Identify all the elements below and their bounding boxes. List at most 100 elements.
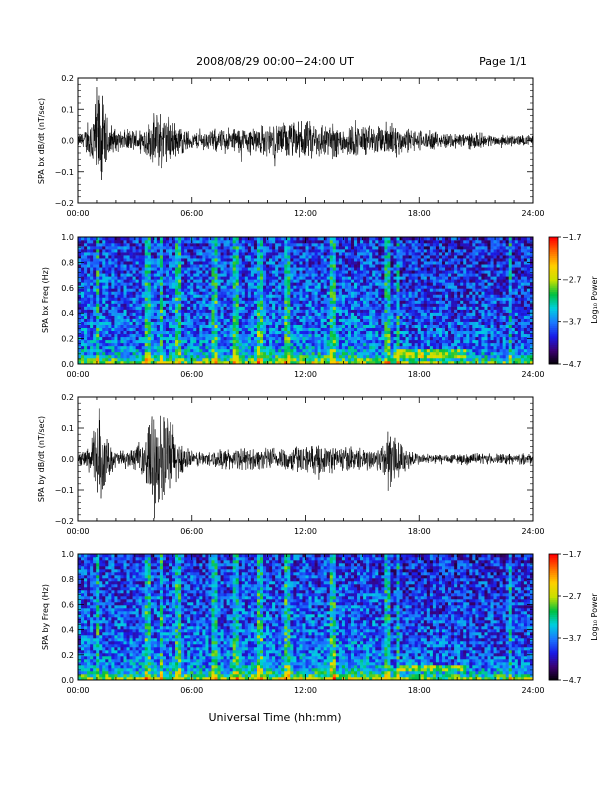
heatmap-cell <box>281 258 285 262</box>
heatmap-cell <box>381 261 385 265</box>
heatmap-cell <box>420 252 425 256</box>
heatmap-cell <box>275 273 279 277</box>
heatmap-cell <box>247 330 252 335</box>
heatmap-cell <box>347 309 352 313</box>
heatmap-cell <box>269 336 273 341</box>
heatmap-cell <box>226 339 230 344</box>
heatmap-cell <box>302 252 306 256</box>
heatmap-cell <box>108 354 112 359</box>
heatmap-cell <box>351 255 355 259</box>
heatmap-cell <box>375 276 379 280</box>
heatmap-cell <box>414 249 419 253</box>
heatmap-cell <box>226 252 230 256</box>
heatmap-cell <box>402 279 406 283</box>
heatmap-cell <box>390 264 394 268</box>
heatmap-cell <box>293 288 297 292</box>
heatmap-cell <box>281 327 285 332</box>
heatmap-cell <box>141 267 146 271</box>
heatmap-cell <box>390 252 394 256</box>
heatmap-cell <box>247 240 252 244</box>
heatmap-cell <box>423 276 428 280</box>
heatmap-cell <box>235 342 240 347</box>
heatmap-cell <box>281 348 285 353</box>
heatmap-cell <box>241 318 246 322</box>
heatmap-cell <box>354 312 358 316</box>
heatmap-cell <box>253 345 258 350</box>
heatmap-cell <box>90 261 94 265</box>
heatmap-cell <box>114 300 118 304</box>
heatmap-cell <box>320 360 324 365</box>
heatmap-cell <box>220 315 224 319</box>
heatmap-cell <box>269 300 273 304</box>
heatmap-cell <box>141 336 146 341</box>
heatmap-cell <box>111 303 115 307</box>
heatmap-cell <box>181 315 185 319</box>
heatmap-cell <box>423 321 428 325</box>
heatmap-cell <box>417 300 422 304</box>
heatmap-cell <box>281 309 285 313</box>
heatmap-cell <box>184 258 188 262</box>
heatmap-cell <box>402 267 406 271</box>
heatmap-cell <box>117 318 121 322</box>
heatmap-cell <box>335 273 340 277</box>
heatmap-cell <box>129 306 133 310</box>
heatmap-cell <box>108 330 112 335</box>
heatmap-cell <box>217 246 221 250</box>
heatmap-cell <box>226 330 230 335</box>
heatmap-cell <box>408 246 412 250</box>
heatmap-cell <box>235 336 240 341</box>
heatmap-cell <box>341 354 346 359</box>
heatmap-cell <box>302 279 306 283</box>
heatmap-cell <box>338 360 343 365</box>
heatmap-cell <box>217 288 221 292</box>
heatmap-cell <box>153 348 158 353</box>
heatmap-cell <box>314 336 318 341</box>
heatmap-cell <box>396 360 400 365</box>
heatmap-cell <box>335 258 340 262</box>
heatmap-cell <box>117 309 121 313</box>
heatmap-cell <box>311 282 315 286</box>
heatmap-cell <box>260 282 264 286</box>
heatmap-cell <box>99 300 103 304</box>
heatmap-cell <box>375 294 379 298</box>
heatmap-cell <box>244 285 249 289</box>
heatmap-cell <box>208 315 212 319</box>
heatmap-cell <box>351 309 355 313</box>
heatmap-cell <box>238 315 243 319</box>
heatmap-cell <box>323 333 328 338</box>
heatmap-cell <box>360 339 364 344</box>
heatmap-cell <box>87 273 91 277</box>
heatmap-cell <box>199 252 203 256</box>
heatmap-cell <box>308 246 312 250</box>
heatmap-cell <box>232 285 237 289</box>
heatmap-cell <box>269 267 273 271</box>
heatmap-cell <box>326 264 331 268</box>
heatmap-cell <box>241 300 246 304</box>
heatmap-cell <box>341 345 346 350</box>
heatmap-cell <box>299 237 303 241</box>
heatmap-cell <box>384 351 388 356</box>
heatmap-cell <box>344 315 349 319</box>
heatmap-cell <box>159 243 164 247</box>
heatmap-cell <box>278 267 282 271</box>
heatmap-cell <box>263 297 267 301</box>
heatmap-cell <box>399 246 403 250</box>
heatmap-cell <box>105 330 109 335</box>
heatmap-cell <box>347 348 352 353</box>
heatmap-cell <box>390 267 394 271</box>
heatmap-cell <box>99 330 103 335</box>
heatmap-cell <box>314 273 318 277</box>
heatmap-cell <box>196 345 200 350</box>
heatmap-cell <box>132 264 136 268</box>
heatmap-cell <box>317 240 321 244</box>
heatmap-cell <box>402 300 406 304</box>
heatmap-cell <box>405 261 409 265</box>
heatmap-cell <box>408 249 412 253</box>
heatmap-cell <box>244 348 249 353</box>
heatmap-cell <box>272 324 276 329</box>
heatmap-cell <box>378 294 382 298</box>
heatmap-cell <box>408 270 412 274</box>
heatmap-cell <box>244 279 249 283</box>
heatmap-cell <box>87 252 91 256</box>
heatmap-cell <box>153 237 158 241</box>
